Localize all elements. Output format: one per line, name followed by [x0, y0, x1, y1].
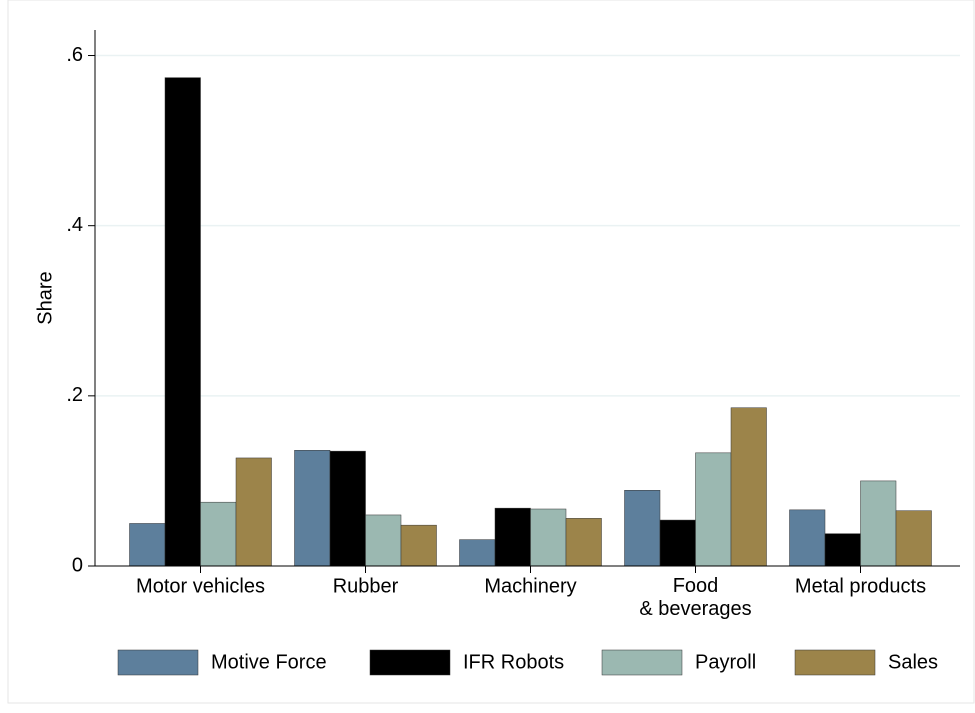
x-tick-label: Rubber: [333, 575, 399, 597]
bar: [235, 457, 272, 567]
bar: [730, 407, 767, 567]
bar: [329, 450, 366, 567]
bar: [459, 539, 496, 567]
bar: [659, 519, 696, 567]
bar: [494, 507, 531, 567]
legend-label: Motive Force: [211, 651, 327, 673]
y-axis-label: Share: [34, 271, 56, 324]
bar: [129, 523, 166, 567]
bar: [530, 508, 567, 567]
bar: [624, 490, 661, 567]
bar: [789, 509, 826, 567]
bar: [824, 533, 861, 567]
legend-swatch: [369, 649, 451, 676]
bar: [695, 452, 732, 567]
y-tick-label: .6: [66, 44, 83, 66]
legend-label: Payroll: [695, 651, 756, 673]
x-tick-label: Metal products: [795, 575, 926, 597]
legend-swatch: [794, 649, 876, 676]
legend-swatch: [117, 649, 199, 676]
bar: [294, 450, 331, 567]
y-tick-label: 0: [72, 554, 83, 576]
bar: [565, 518, 602, 567]
bar: [895, 510, 932, 567]
bar: [200, 501, 237, 567]
legend-swatch: [601, 649, 683, 676]
bar: [365, 514, 402, 567]
x-tick-label: Food & beverages: [639, 575, 751, 620]
legend-label: IFR Robots: [463, 651, 564, 673]
x-tick-label: Machinery: [484, 575, 576, 597]
y-tick-label: .4: [66, 214, 83, 236]
legend-label: Sales: [888, 651, 938, 673]
frame: [7, 0, 975, 704]
x-tick-label: Motor vehicles: [136, 575, 265, 597]
bar: [400, 524, 437, 567]
bar: [860, 480, 897, 567]
y-tick-label: .2: [66, 384, 83, 406]
bar: [164, 77, 201, 567]
